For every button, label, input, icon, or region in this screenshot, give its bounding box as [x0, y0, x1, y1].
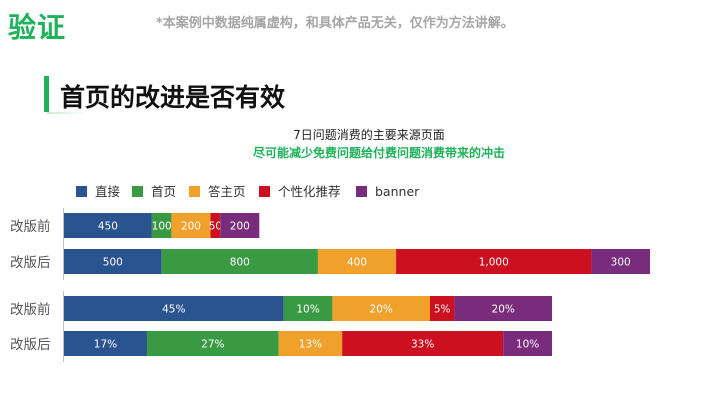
percent-bars: 改版前 45% 10% 20% 5% 20% 改版后 17% 27% 13% 33% 10% — [10, 291, 552, 362]
data-label: 10% — [296, 304, 319, 316]
bar-segment-首页 — [283, 296, 333, 321]
disclaimer-text: *本案例中数据纯属虚构，和具体产品无关，仅作为方法讲解。 — [156, 16, 514, 31]
data-label: 1,000 — [479, 257, 509, 269]
data-label: 5% — [434, 304, 451, 316]
legend-label-答主页: 答主页 — [208, 184, 246, 199]
data-label: 17% — [94, 339, 117, 351]
data-label: 33% — [411, 339, 434, 351]
bar-segment-直接 — [64, 331, 147, 356]
bar-segment-首页 — [161, 249, 318, 274]
data-label: 45% — [162, 304, 185, 316]
absolute-bars: 改版前 450 100 200 50 200 改版后 500 800 400 1,000 300 — [10, 208, 650, 280]
data-label: 50 — [209, 221, 222, 233]
data-label: 300 — [611, 257, 631, 269]
chart-subtitle: 尽可能减少免费问题给付费问题消费带来的冲击 — [253, 145, 505, 160]
page-title: 首页的改进是否有效 — [60, 83, 286, 112]
data-label: 400 — [347, 257, 367, 269]
data-label: 800 — [230, 257, 250, 269]
bar-segment-直接 — [64, 213, 152, 238]
legend-label-banner: banner — [375, 184, 420, 199]
data-label: 13% — [299, 339, 322, 351]
bar-segment-个性化推荐 — [396, 249, 592, 274]
bar-segment-首页 — [146, 331, 279, 356]
legend-swatch-首页 — [132, 186, 143, 197]
bar-segment-banner — [503, 331, 552, 356]
legend-swatch-直接 — [76, 186, 87, 197]
bar-segment-直接 — [64, 249, 162, 274]
title-underline — [47, 112, 87, 114]
row-label-before: 改版前 — [10, 301, 51, 318]
data-label: 27% — [201, 339, 224, 351]
bar-segment-banner — [220, 213, 260, 238]
bar-segment-个性化推荐 — [430, 296, 455, 321]
data-label: 100 — [152, 221, 172, 233]
bar-segment-banner — [591, 249, 650, 274]
data-label: 200 — [181, 221, 201, 233]
row-label-after: 改版后 — [10, 337, 51, 353]
legend-swatch-banner — [356, 186, 367, 197]
bar-segment-banner — [454, 296, 552, 321]
bar-segment-答主页 — [332, 296, 430, 321]
data-label: 20% — [492, 304, 515, 316]
bar-segment-直接 — [64, 296, 284, 321]
brand-text: 验证 — [8, 11, 67, 44]
bar-segment-首页 — [151, 213, 172, 238]
bar-segment-答主页 — [171, 213, 211, 238]
bar-segment-答主页 — [278, 331, 343, 356]
data-label: 500 — [103, 257, 123, 269]
data-label: 200 — [230, 221, 250, 233]
data-label: 20% — [370, 304, 393, 316]
chart-legend: 直接 首页 答主页 个性化推荐 banner — [76, 184, 420, 199]
chart-title: 7日问题消费的主要来源页面 — [293, 127, 445, 142]
data-label: 10% — [516, 339, 539, 351]
legend-swatch-答主页 — [189, 186, 200, 197]
legend-label-直接: 直接 — [95, 184, 121, 199]
legend-label-首页: 首页 — [151, 184, 176, 199]
bar-segment-个性化推荐 — [342, 331, 504, 356]
legend-label-个性化推荐: 个性化推荐 — [278, 184, 341, 199]
data-label: 450 — [98, 221, 118, 233]
legend-swatch-个性化推荐 — [259, 186, 270, 197]
row-label-before: 改版前 — [10, 218, 51, 235]
row-label-after: 改版后 — [10, 255, 51, 271]
bar-segment-个性化推荐 — [210, 213, 221, 238]
title-accent-bar — [44, 76, 49, 112]
bar-segment-答主页 — [317, 249, 397, 274]
